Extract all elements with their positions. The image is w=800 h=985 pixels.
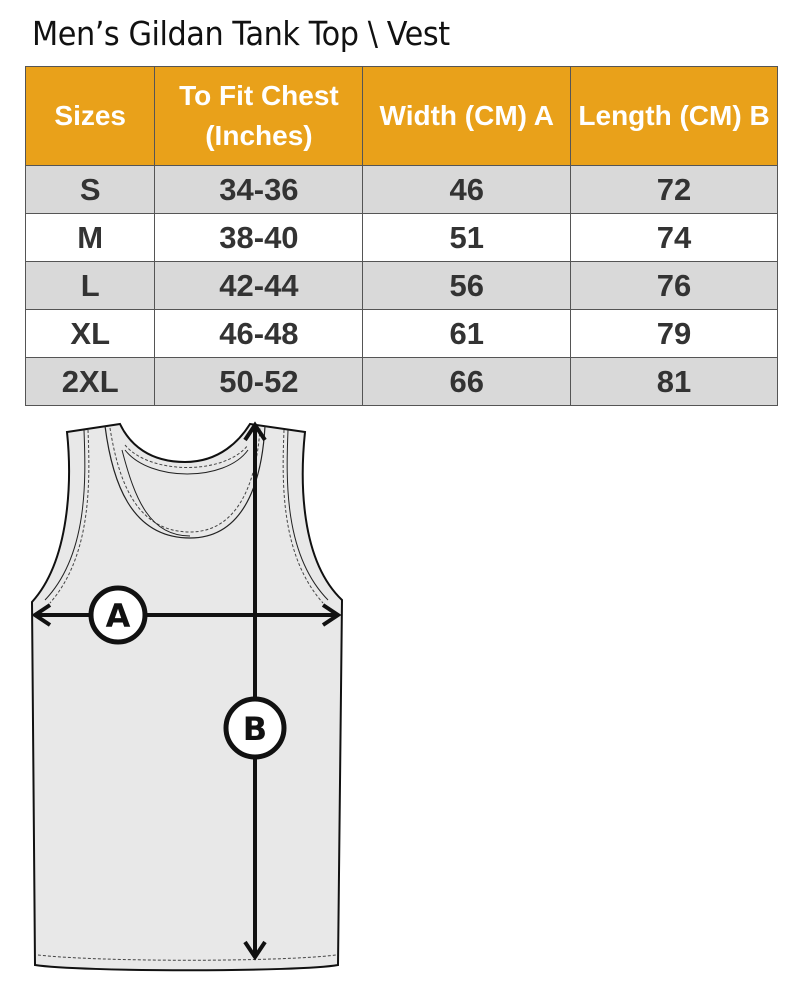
length-cell: 72 bbox=[570, 165, 778, 214]
table-row: XL 46-48 61 79 bbox=[24, 309, 778, 358]
size-chart-table: Sizes To Fit Chest (Inches) Width (CM) A… bbox=[24, 66, 778, 406]
label-a: A bbox=[106, 597, 131, 635]
page-title: Men’s Gildan Tank Top \ Vest bbox=[32, 14, 450, 53]
table-header-row: Sizes To Fit Chest (Inches) Width (CM) A… bbox=[24, 66, 778, 166]
header-sizes: Sizes bbox=[24, 66, 156, 166]
chest-cell: 42-44 bbox=[154, 261, 364, 310]
size-cell: L bbox=[24, 261, 156, 310]
width-cell: 56 bbox=[362, 261, 572, 310]
width-arrow-a: A bbox=[31, 585, 342, 645]
header-length: Length (CM) B bbox=[570, 66, 778, 166]
length-arrow-b: B bbox=[223, 421, 287, 961]
tank-top-outline bbox=[30, 422, 344, 972]
label-b: B bbox=[243, 710, 267, 748]
header-width: Width (CM) A bbox=[362, 66, 572, 166]
length-cell: 79 bbox=[570, 309, 778, 358]
width-cell: 61 bbox=[362, 309, 572, 358]
table-row: 2XL 50-52 66 81 bbox=[24, 357, 778, 406]
chest-cell: 34-36 bbox=[154, 165, 364, 214]
size-cell: 2XL bbox=[24, 357, 156, 406]
size-cell: XL bbox=[24, 309, 156, 358]
header-chest: To Fit Chest (Inches) bbox=[154, 66, 364, 166]
length-cell: 81 bbox=[570, 357, 778, 406]
table-row: L 42-44 56 76 bbox=[24, 261, 778, 310]
label-b-circle bbox=[223, 696, 287, 760]
size-cell: M bbox=[24, 213, 156, 262]
chest-cell: 50-52 bbox=[154, 357, 364, 406]
width-cell: 51 bbox=[362, 213, 572, 262]
table-row: S 34-36 46 72 bbox=[24, 165, 778, 214]
length-cell: 74 bbox=[570, 213, 778, 262]
length-cell: 76 bbox=[570, 261, 778, 310]
chest-cell: 38-40 bbox=[154, 213, 364, 262]
tank-top-diagram: A B bbox=[30, 421, 344, 972]
chest-cell: 46-48 bbox=[154, 309, 364, 358]
width-cell: 66 bbox=[362, 357, 572, 406]
size-cell: S bbox=[24, 165, 156, 214]
label-a-circle bbox=[88, 585, 148, 645]
table-row: M 38-40 51 74 bbox=[24, 213, 778, 262]
width-cell: 46 bbox=[362, 165, 572, 214]
